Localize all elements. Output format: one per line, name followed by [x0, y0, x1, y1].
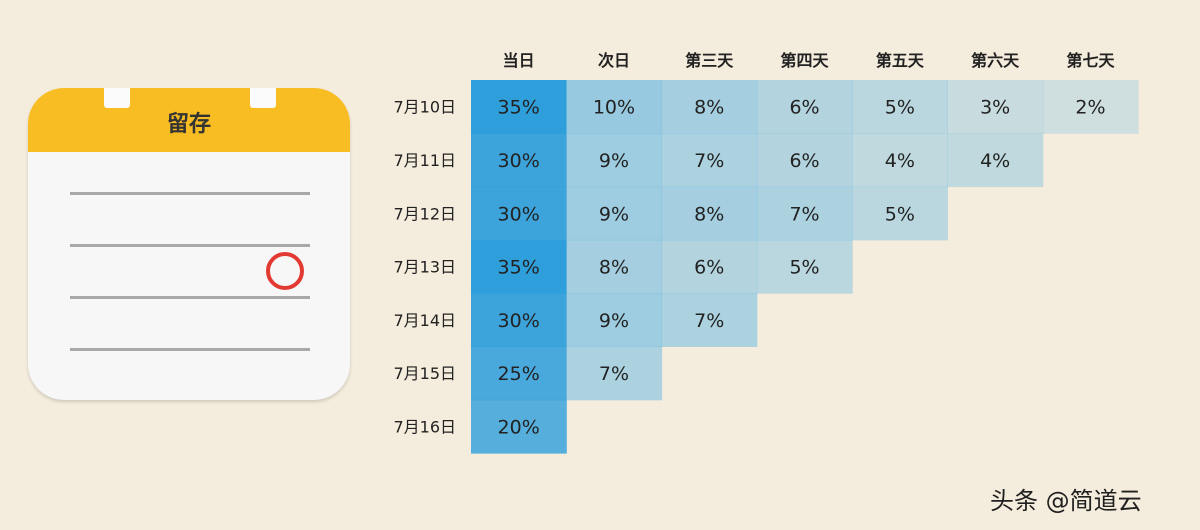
- heatmap-cell: [947, 80, 1044, 134]
- heatmap-cell: [756, 186, 853, 241]
- cell-value: 30%: [498, 150, 540, 172]
- cell-value: 5%: [885, 97, 915, 119]
- cell-value: 35%: [498, 97, 540, 119]
- cell-value: 20%: [498, 416, 540, 438]
- heatmap-cell: [756, 239, 853, 294]
- heatmap-cell: [566, 186, 663, 241]
- row-label: 7月11日: [393, 151, 456, 170]
- heatmap-cell: [1042, 80, 1139, 134]
- cell-value: 6%: [694, 257, 724, 279]
- notepad-line: [70, 348, 310, 351]
- cell-value: 30%: [498, 203, 540, 225]
- cell-value: 4%: [980, 150, 1010, 172]
- cell-value: 7%: [789, 203, 819, 225]
- cell-value: 6%: [789, 150, 819, 172]
- row-label: 7月12日: [393, 204, 456, 223]
- cell-value: 9%: [599, 203, 629, 225]
- cell-value: 9%: [599, 310, 629, 332]
- notepad-title: 留存: [166, 112, 211, 137]
- cell-value: 30%: [498, 310, 540, 332]
- heatmap-cell: [756, 133, 853, 188]
- heatmap-cell: [661, 133, 758, 188]
- cell-value: 8%: [599, 257, 629, 279]
- heatmap-cell: [566, 293, 663, 347]
- heatmap-cell: [661, 186, 758, 241]
- row-label: 7月13日: [393, 258, 456, 277]
- notepad-header: [28, 88, 350, 152]
- notepad-icon: 留存: [28, 88, 350, 400]
- row-label: 7月15日: [393, 364, 456, 383]
- heatmap-cell: [471, 399, 567, 454]
- notepad-line: [70, 192, 310, 195]
- heatmap-cell: [661, 80, 758, 134]
- row-label: 7月10日: [393, 98, 456, 117]
- cell-value: 9%: [599, 150, 629, 172]
- circle-mark-icon: [266, 252, 304, 290]
- cell-value: 7%: [694, 150, 724, 172]
- heatmap-cell: [471, 80, 567, 134]
- binder-ring-right: [250, 88, 276, 108]
- cell-value: 3%: [980, 97, 1010, 119]
- heatmap-cell: [852, 80, 948, 134]
- heatmap-cell: [566, 239, 663, 294]
- column-header: 第五天: [876, 51, 925, 70]
- heatmap-cell: [947, 133, 1044, 188]
- column-header: 第三天: [685, 51, 734, 70]
- binder-ring-left: [104, 88, 130, 108]
- cell-value: 6%: [789, 97, 819, 119]
- row-label: 7月14日: [393, 311, 456, 330]
- heatmap-cell: [471, 239, 567, 294]
- cell-value: 7%: [599, 363, 629, 385]
- heatmap-cell: [661, 239, 758, 294]
- column-header: 第四天: [781, 51, 830, 70]
- heatmap-cell: [661, 293, 758, 347]
- heatmap-cell: [852, 186, 948, 241]
- column-header: 第七天: [1066, 51, 1115, 70]
- heatmap-cell: [852, 133, 948, 188]
- column-header: 当日: [503, 51, 535, 70]
- heatmap-cell: [566, 133, 663, 188]
- cell-value: 2%: [1075, 97, 1105, 119]
- cell-value: 4%: [885, 150, 915, 172]
- heatmap-cell: [566, 80, 663, 134]
- cell-value: 35%: [498, 257, 540, 279]
- watermark: 头条 @简道云: [990, 487, 1142, 515]
- column-header: 第六天: [971, 51, 1020, 70]
- heatmap-cell: [471, 293, 567, 347]
- heatmap-cell: [756, 80, 853, 134]
- cell-value: 25%: [498, 363, 540, 385]
- cell-value: 5%: [885, 203, 915, 225]
- heatmap-cell: [471, 346, 567, 401]
- cell-value: 8%: [694, 203, 724, 225]
- cell-value: 7%: [694, 310, 724, 332]
- cell-value: 10%: [593, 97, 635, 119]
- row-label: 7月16日: [393, 417, 456, 436]
- cell-value: 5%: [789, 257, 819, 279]
- notepad-line: [70, 296, 310, 299]
- notepad-line: [70, 244, 310, 247]
- column-header: 次日: [598, 51, 630, 70]
- heatmap-cell: [471, 133, 567, 188]
- cell-value: 8%: [694, 97, 724, 119]
- heatmap-cell: [471, 186, 567, 241]
- heatmap-cell: [566, 346, 663, 401]
